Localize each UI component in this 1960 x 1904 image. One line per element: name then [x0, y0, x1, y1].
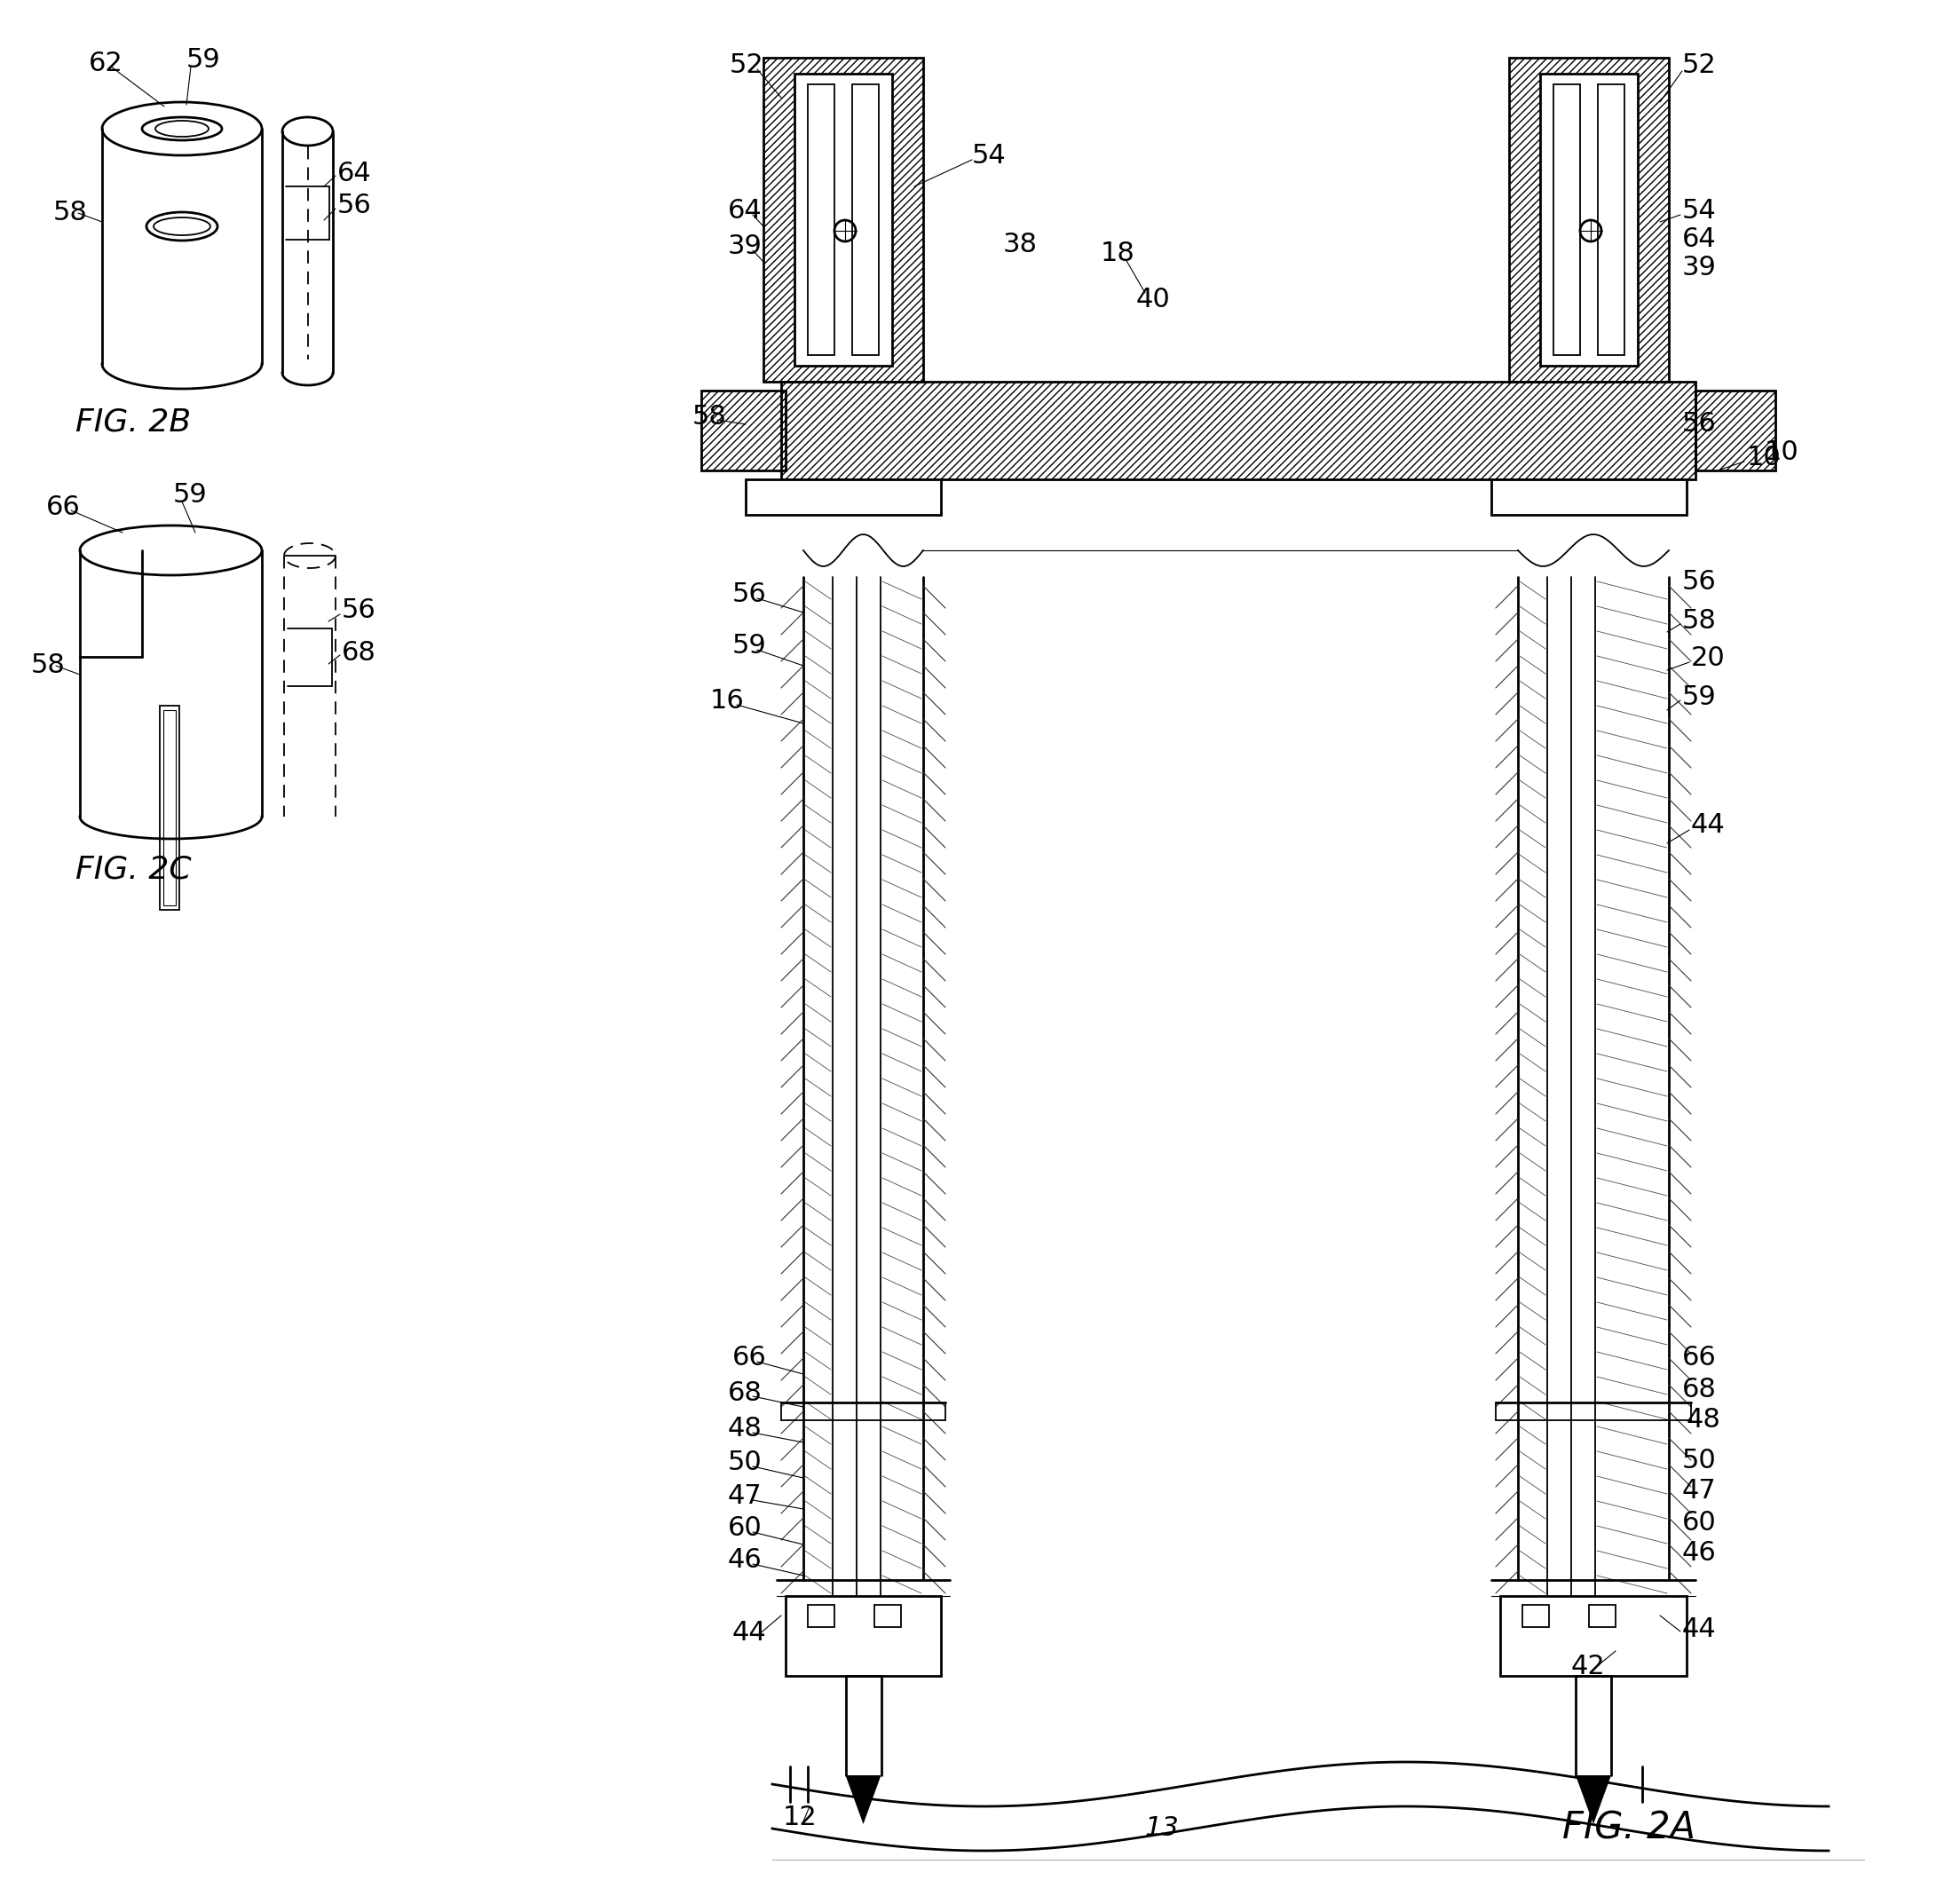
- Text: 50: 50: [727, 1451, 762, 1476]
- Bar: [161, 706, 178, 910]
- Bar: [794, 74, 892, 366]
- Text: 44: 44: [1691, 813, 1725, 838]
- Text: 64: 64: [337, 160, 372, 187]
- Bar: [745, 480, 941, 514]
- Text: 44: 44: [1682, 1616, 1717, 1641]
- Bar: [853, 84, 878, 354]
- Bar: [874, 1605, 902, 1628]
- Text: 48: 48: [727, 1417, 762, 1441]
- Polygon shape: [1576, 1775, 1611, 1824]
- Text: 68: 68: [341, 640, 376, 664]
- Bar: [1554, 84, 1580, 354]
- Text: 54: 54: [972, 143, 1005, 168]
- Bar: [1590, 1605, 1615, 1628]
- Text: 58: 58: [692, 404, 727, 430]
- Text: 12: 12: [782, 1805, 817, 1832]
- Text: 64: 64: [1682, 227, 1717, 253]
- Bar: [786, 1596, 941, 1676]
- Text: 59: 59: [172, 482, 208, 508]
- Bar: [1499, 1596, 1688, 1676]
- Text: 64: 64: [727, 198, 762, 225]
- Text: 54: 54: [1682, 198, 1717, 225]
- Text: 44: 44: [733, 1620, 766, 1647]
- Text: 58: 58: [1682, 609, 1717, 634]
- Text: 42: 42: [1572, 1655, 1605, 1679]
- Text: 47: 47: [727, 1483, 762, 1510]
- Bar: [762, 57, 923, 381]
- Text: 66: 66: [733, 1346, 766, 1371]
- Text: FIG. 2A: FIG. 2A: [1562, 1811, 1695, 1847]
- Bar: [808, 1605, 835, 1628]
- Text: 66: 66: [47, 495, 80, 520]
- Text: 56: 56: [1682, 569, 1717, 594]
- Text: 10: 10: [1746, 444, 1782, 470]
- Text: 68: 68: [1682, 1377, 1717, 1401]
- Text: 39: 39: [1682, 255, 1717, 282]
- Bar: [808, 84, 835, 354]
- Text: 59: 59: [1682, 684, 1717, 710]
- Bar: [1541, 74, 1639, 366]
- Bar: [163, 710, 176, 906]
- Text: 46: 46: [727, 1548, 762, 1573]
- Text: 59: 59: [186, 48, 221, 72]
- Text: 10: 10: [1764, 440, 1799, 466]
- Bar: [782, 381, 1695, 480]
- Text: 39: 39: [727, 234, 762, 259]
- Text: 56: 56: [1682, 411, 1717, 438]
- Text: 59: 59: [733, 634, 766, 659]
- Text: 56: 56: [337, 192, 372, 219]
- Text: 52: 52: [729, 51, 764, 78]
- Text: 68: 68: [727, 1380, 762, 1407]
- Polygon shape: [845, 1775, 882, 1824]
- Text: 13: 13: [1145, 1816, 1180, 1841]
- Text: 56: 56: [733, 583, 766, 607]
- Text: 56: 56: [341, 598, 376, 625]
- Text: 18: 18: [1102, 240, 1135, 267]
- Text: 58: 58: [53, 200, 88, 227]
- Bar: [1695, 390, 1776, 470]
- Text: FIG. 2C: FIG. 2C: [74, 855, 192, 885]
- Bar: [702, 390, 786, 470]
- Text: 47: 47: [1682, 1478, 1717, 1504]
- Text: FIG. 2B: FIG. 2B: [74, 407, 190, 436]
- Bar: [1509, 57, 1668, 381]
- Text: 40: 40: [1137, 288, 1170, 312]
- Bar: [1597, 84, 1625, 354]
- Text: 52: 52: [1682, 51, 1717, 78]
- Text: 46: 46: [1682, 1540, 1717, 1567]
- Text: 48: 48: [1688, 1407, 1721, 1434]
- Text: 20: 20: [1691, 645, 1725, 672]
- Text: 58: 58: [31, 653, 65, 678]
- Text: 60: 60: [727, 1516, 762, 1542]
- Text: 60: 60: [1682, 1510, 1717, 1535]
- Text: 62: 62: [88, 51, 123, 76]
- Text: 16: 16: [710, 689, 745, 714]
- Text: 38: 38: [1004, 230, 1037, 257]
- Text: 66: 66: [1682, 1346, 1717, 1371]
- Text: 50: 50: [1682, 1447, 1717, 1474]
- Bar: [1492, 480, 1688, 514]
- Bar: [1523, 1605, 1548, 1628]
